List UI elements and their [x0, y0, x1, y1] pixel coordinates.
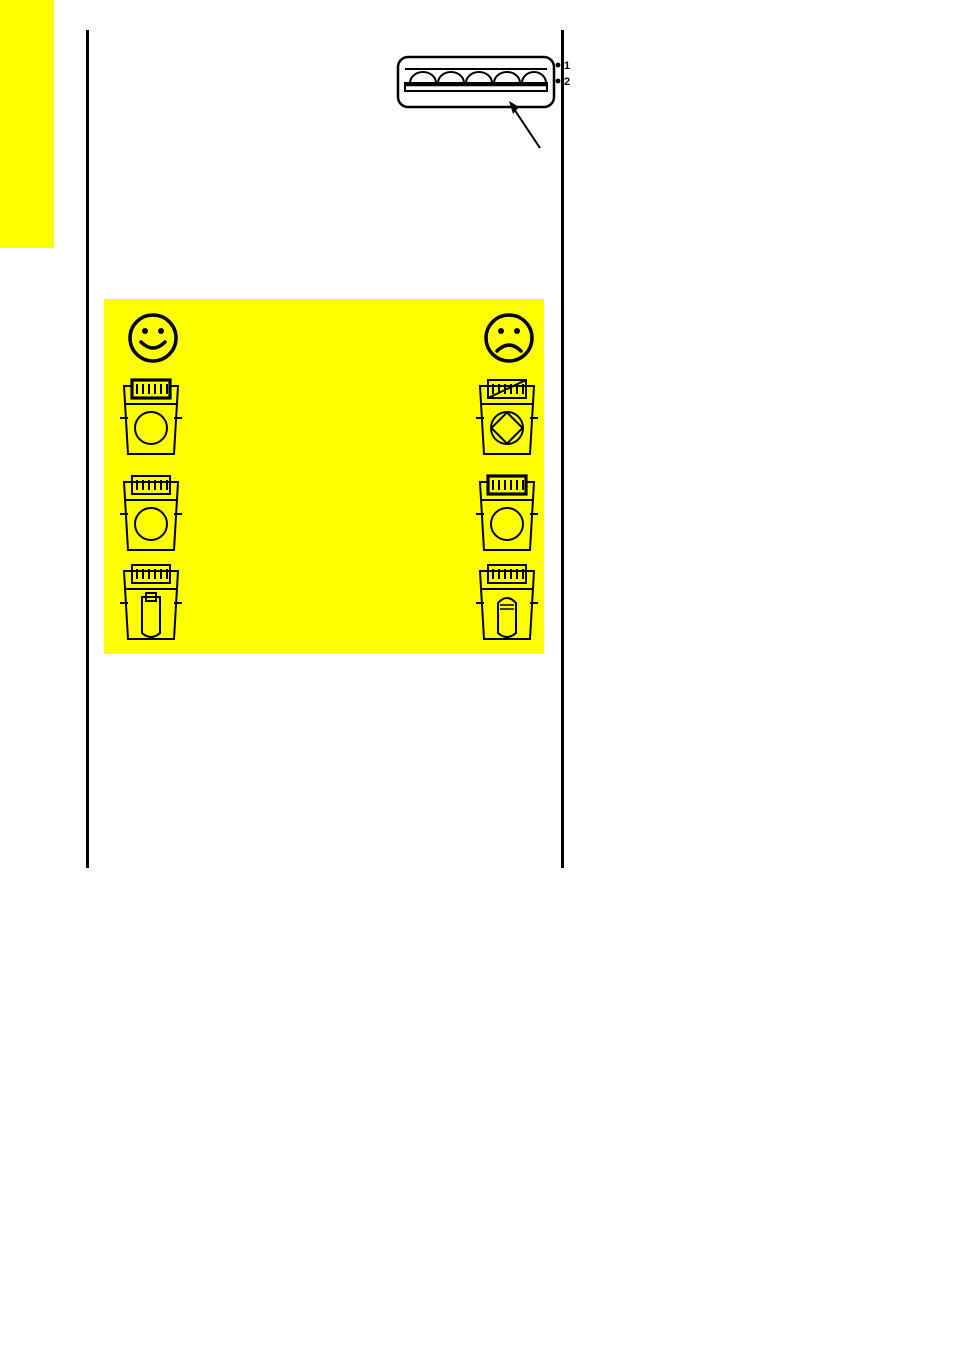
module-good-2: [120, 474, 182, 561]
module-bad-1: [476, 378, 538, 465]
connector-label-2: 2: [564, 76, 570, 88]
column-divider-left: [86, 30, 89, 868]
module-good-1: [120, 378, 182, 465]
yellow-side-tab: [0, 0, 54, 248]
sad-face-icon: [483, 312, 535, 369]
module-bad-2: [476, 474, 538, 561]
module-bad-3: [476, 563, 538, 650]
happy-face-icon: [127, 312, 179, 369]
module-good-3: [120, 563, 182, 650]
connector-diagram: 1 2: [396, 55, 574, 160]
connector-label-1: 1: [564, 60, 570, 72]
